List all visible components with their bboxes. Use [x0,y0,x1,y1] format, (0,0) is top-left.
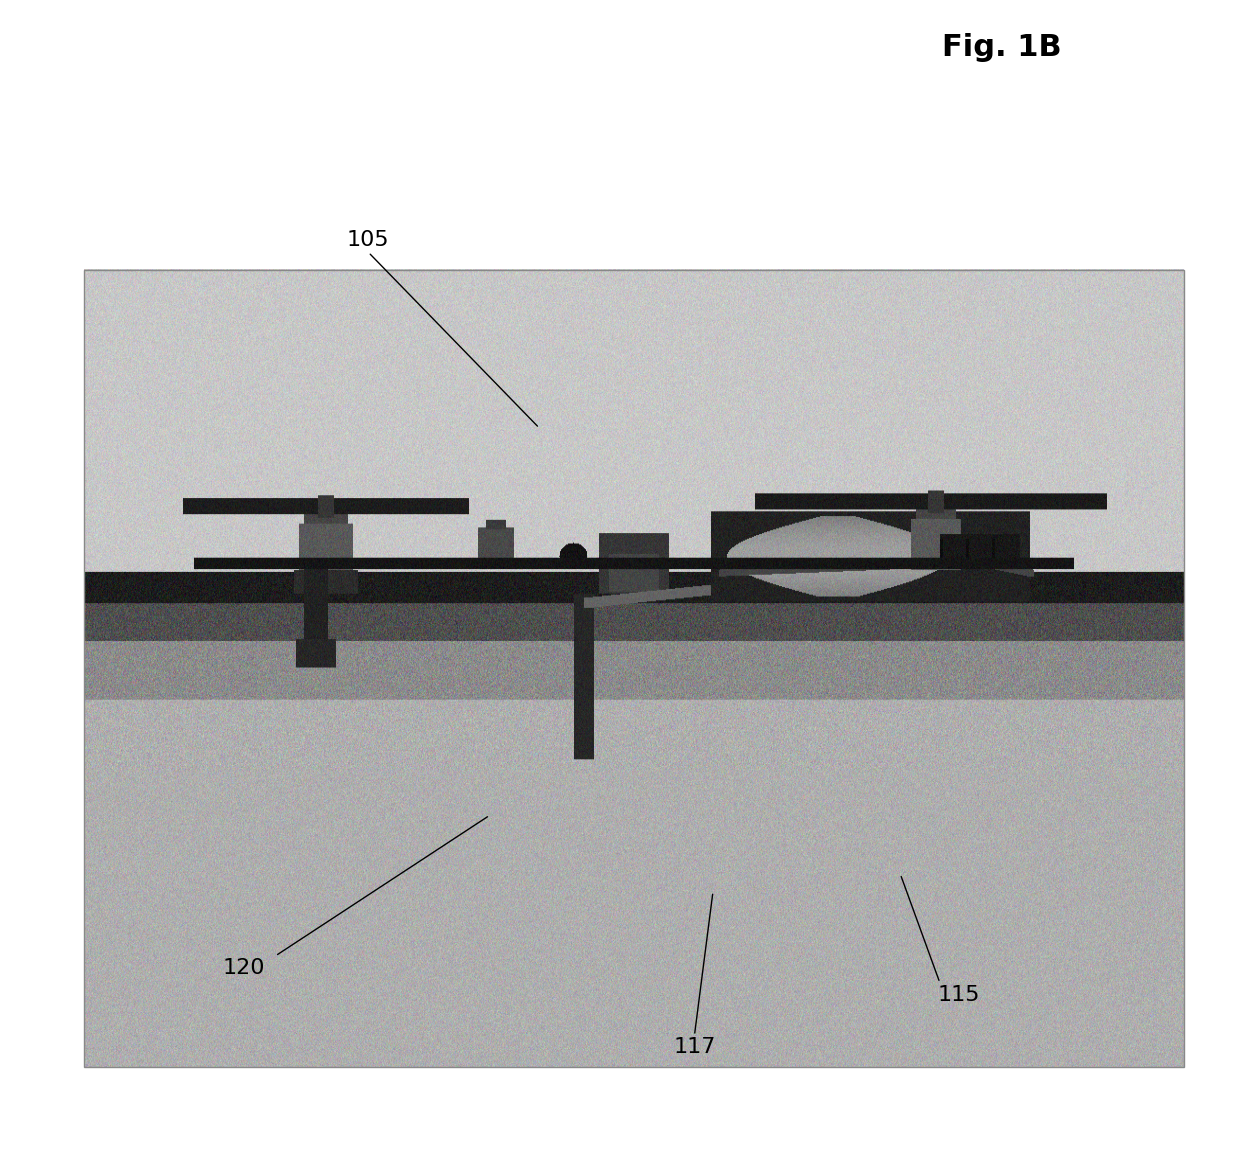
Bar [84,270,1184,1067]
Text: 105: 105 [347,230,389,251]
Text: 120: 120 [223,957,265,978]
Text: Fig. 1B: Fig. 1B [942,33,1061,62]
Text: 115: 115 [937,984,980,1005]
Text: 117: 117 [673,1037,715,1058]
